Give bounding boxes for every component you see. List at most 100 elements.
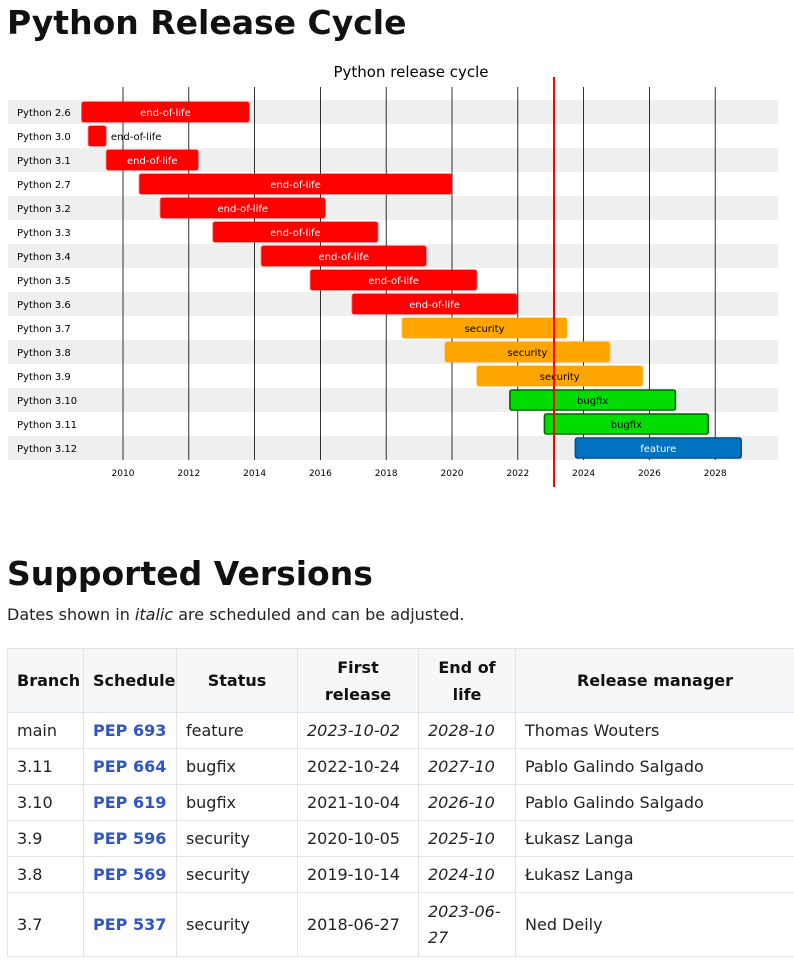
row-label: Python 3.3 bbox=[17, 228, 71, 239]
pep-link[interactable]: PEP 569 bbox=[93, 864, 167, 884]
release-bar bbox=[159, 197, 326, 219]
bar-status-label: security bbox=[507, 348, 547, 359]
cell-first-release: 2023-10-02 bbox=[297, 712, 419, 749]
bar-status-label: end-of-life bbox=[270, 180, 321, 191]
cell-first-release: 2018-06-27 bbox=[297, 892, 419, 957]
cell-branch: 3.9 bbox=[7, 820, 84, 857]
bar-status-label: security bbox=[465, 324, 505, 335]
row-label: Python 3.7 bbox=[17, 324, 71, 335]
x-tick-label: 2012 bbox=[177, 469, 200, 479]
cell-end-of-life: 2027-10 bbox=[418, 748, 516, 785]
release-bar bbox=[444, 341, 611, 363]
header-status: Status bbox=[176, 648, 298, 713]
pep-link[interactable]: PEP 619 bbox=[93, 792, 167, 812]
supported-versions-table: Branch Schedule Status First release End… bbox=[7, 648, 794, 957]
row-label: Python 3.4 bbox=[17, 252, 71, 263]
cell-schedule: PEP 664 bbox=[83, 748, 177, 785]
release-bar bbox=[574, 437, 742, 459]
release-bar bbox=[401, 317, 568, 339]
release-bar bbox=[81, 101, 250, 123]
cell-end-of-life: 2024-10 bbox=[418, 856, 516, 893]
cell-release-manager: Thomas Wouters bbox=[515, 712, 794, 749]
row-label: Python 2.7 bbox=[17, 180, 71, 191]
cell-release-manager: Pablo Galindo Salgado bbox=[515, 748, 794, 785]
row-label: Python 3.9 bbox=[17, 372, 71, 383]
cell-end-of-life: 2025-10 bbox=[418, 820, 516, 857]
bar-status-label: end-of-life bbox=[111, 132, 162, 143]
table-row: 3.7 PEP 537 security 2018-06-27 2023-06-… bbox=[7, 892, 794, 957]
pep-link[interactable]: PEP 664 bbox=[93, 756, 167, 776]
bar-status-label: end-of-life bbox=[140, 108, 191, 119]
supported-versions-heading: Supported Versions bbox=[7, 554, 373, 593]
cell-end-of-life: 2028-10 bbox=[418, 712, 516, 749]
table-row: 3.10 PEP 619 bugfix 2021-10-04 2026-10 P… bbox=[7, 784, 794, 821]
bar-status-label: bugfix bbox=[577, 396, 608, 407]
header-branch: Branch bbox=[7, 648, 84, 713]
bar-status-label: end-of-life bbox=[270, 228, 321, 239]
x-tick-label: 2026 bbox=[638, 469, 661, 479]
x-tick-label: 2014 bbox=[243, 469, 266, 479]
cell-end-of-life: 2026-10 bbox=[418, 784, 516, 821]
bar-status-label: end-of-life bbox=[127, 156, 178, 167]
intro-prefix: Dates shown in bbox=[7, 605, 135, 624]
table-row: 3.8 PEP 569 security 2019-10-14 2024-10 … bbox=[7, 856, 794, 893]
release-bar bbox=[509, 389, 677, 411]
x-tick-label: 2016 bbox=[309, 469, 332, 479]
cell-status: security bbox=[176, 856, 298, 893]
cell-schedule: PEP 537 bbox=[83, 892, 177, 957]
pep-link[interactable]: PEP 537 bbox=[93, 914, 167, 934]
release-bar bbox=[309, 269, 478, 291]
x-tick-label: 2028 bbox=[704, 469, 727, 479]
page-title: Python Release Cycle bbox=[7, 3, 407, 42]
x-tick-label: 2024 bbox=[572, 469, 595, 479]
header-end-of-life: End of life bbox=[418, 648, 516, 713]
cell-schedule: PEP 596 bbox=[83, 820, 177, 857]
cell-status: security bbox=[176, 820, 298, 857]
row-label: Python 3.10 bbox=[17, 396, 77, 407]
bar-status-label: bugfix bbox=[611, 420, 642, 431]
cell-branch: 3.10 bbox=[7, 784, 84, 821]
pep-link[interactable]: PEP 693 bbox=[93, 720, 167, 740]
release-bar bbox=[212, 221, 379, 243]
header-schedule: Schedule bbox=[83, 648, 177, 713]
x-tick-label: 2020 bbox=[441, 469, 464, 479]
cell-branch: 3.8 bbox=[7, 856, 84, 893]
table-header-row: Branch Schedule Status First release End… bbox=[7, 648, 794, 713]
cell-status: bugfix bbox=[176, 748, 298, 785]
cell-first-release: 2022-10-24 bbox=[297, 748, 419, 785]
intro-italic: italic bbox=[134, 605, 174, 624]
bar-status-label: security bbox=[540, 372, 580, 383]
cell-branch: 3.7 bbox=[7, 892, 84, 957]
bar-status-label: end-of-life bbox=[409, 300, 460, 311]
header-first-release: First release bbox=[297, 648, 419, 713]
chart-title: Python release cycle bbox=[334, 63, 489, 81]
release-bar bbox=[138, 173, 453, 195]
release-bar bbox=[87, 125, 107, 147]
cell-release-manager: Ned Deily bbox=[515, 892, 794, 957]
table-row: main PEP 693 feature 2023-10-02 2028-10 … bbox=[7, 712, 794, 749]
x-tick-label: 2010 bbox=[112, 469, 135, 479]
cell-end-of-life: 2023-06-27 bbox=[418, 892, 516, 957]
release-cycle-chart: Python release cycle end-of-life end-of-l… bbox=[8, 63, 778, 487]
row-label: Python 3.2 bbox=[17, 204, 71, 215]
cell-status: feature bbox=[176, 712, 298, 749]
row-label: Python 3.11 bbox=[17, 420, 77, 431]
cell-first-release: 2019-10-14 bbox=[297, 856, 419, 893]
release-bar bbox=[105, 149, 199, 171]
row-label: Python 3.8 bbox=[17, 348, 71, 359]
row-label: Python 2.6 bbox=[17, 108, 71, 119]
cell-branch: main bbox=[7, 712, 84, 749]
x-tick-label: 2022 bbox=[506, 469, 529, 479]
bar-status-label: end-of-life bbox=[217, 204, 268, 215]
row-label: Python 3.1 bbox=[17, 156, 71, 167]
release-bar bbox=[543, 413, 710, 435]
table-row: 3.11 PEP 664 bugfix 2022-10-24 2027-10 P… bbox=[7, 748, 794, 785]
cell-first-release: 2021-10-04 bbox=[297, 784, 419, 821]
cell-status: bugfix bbox=[176, 784, 298, 821]
row-band bbox=[8, 340, 778, 364]
pep-link[interactable]: PEP 596 bbox=[93, 828, 167, 848]
row-band bbox=[8, 196, 778, 220]
row-label: Python 3.5 bbox=[17, 276, 71, 287]
row-label: Python 3.0 bbox=[17, 132, 71, 143]
cell-release-manager: Łukasz Langa bbox=[515, 820, 794, 857]
